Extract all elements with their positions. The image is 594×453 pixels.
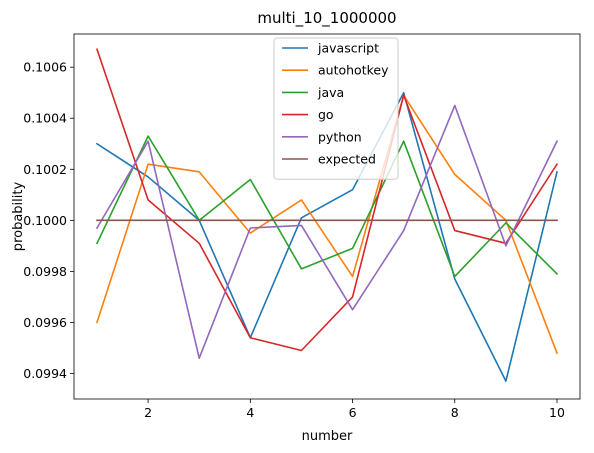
x-axis-title: number [302,429,353,444]
y-tick-label: 0.0996 [23,315,67,330]
x-tick-label: 8 [451,405,459,420]
y-tick-label: 0.1002 [23,162,67,177]
y-tick-label: 0.1000 [23,213,67,228]
legend-label-autohotkey: autohotkey [318,63,389,78]
legend: javascript autohotkey java go python expected [274,38,398,179]
y-tick-label: 0.0998 [23,264,67,279]
y-tick-label: 0.1004 [23,111,67,126]
legend-label-expected: expected [318,152,376,167]
y-tick-label: 0.0994 [23,366,67,381]
y-tick-label: 0.1006 [23,60,67,75]
legend-label-python: python [318,129,362,144]
x-tick-label: 2 [144,405,152,420]
y-axis-title: probability [11,182,26,252]
legend-label-javascript: javascript [317,41,379,56]
chart-title: multi_10_1000000 [257,9,396,28]
legend-label-go: go [318,107,334,122]
x-tick-label: 6 [349,405,357,420]
legend-label-java: java [317,85,344,100]
x-tick-label: 10 [549,405,565,420]
x-tick-label: 4 [246,405,254,420]
